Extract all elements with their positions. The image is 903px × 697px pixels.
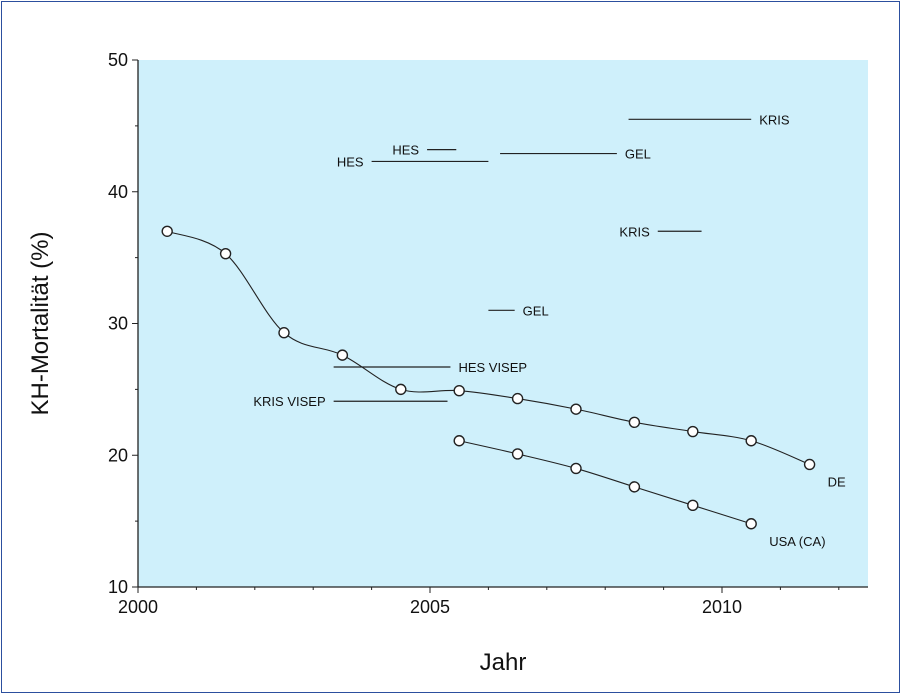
x-axis-title: Jahr	[480, 649, 527, 676]
series-label-usa-ca: USA (CA)	[769, 534, 825, 549]
x-tick-label: 2010	[702, 597, 742, 617]
y-tick-label: 20	[108, 445, 128, 465]
data-point-usa-ca	[628, 481, 641, 493]
study-label: KRIS VISEP	[253, 394, 325, 409]
y-tick-label: 40	[108, 182, 128, 202]
data-point-de	[570, 403, 582, 415]
study-label: KRIS	[619, 224, 650, 239]
data-point-de	[687, 425, 699, 438]
data-point-de	[628, 416, 641, 429]
data-point-de	[511, 392, 524, 405]
study-label: KRIS	[759, 112, 790, 127]
data-point-usa-ca	[745, 518, 757, 530]
y-tick-label: 30	[108, 314, 128, 334]
data-point-de	[395, 383, 407, 396]
x-tick-label: 2000	[118, 597, 158, 617]
data-point-usa-ca	[453, 435, 465, 447]
y-axis-title: KH-Mortalität (%)	[27, 231, 54, 415]
study-label: GEL	[625, 147, 651, 162]
data-point-de	[161, 225, 173, 237]
x-tick-label: 2005	[410, 597, 450, 617]
data-point-usa-ca	[687, 499, 699, 512]
data-point-de	[336, 349, 349, 361]
data-point-usa-ca	[570, 462, 582, 475]
data-point-usa-ca	[511, 448, 524, 460]
data-point-de	[803, 458, 816, 471]
study-label: HES VISEP	[458, 360, 527, 375]
data-point-de	[745, 435, 757, 447]
data-point-de	[278, 327, 290, 339]
study-label: HES	[392, 143, 419, 158]
plot-area	[138, 60, 868, 587]
series-label-de: DE	[828, 474, 846, 489]
y-tick-label: 50	[108, 50, 128, 70]
y-tick-label: 10	[108, 577, 128, 597]
data-point-de	[453, 384, 465, 397]
data-point-de	[219, 247, 232, 260]
study-label: HES	[337, 154, 364, 169]
study-label: GEL	[523, 303, 549, 318]
